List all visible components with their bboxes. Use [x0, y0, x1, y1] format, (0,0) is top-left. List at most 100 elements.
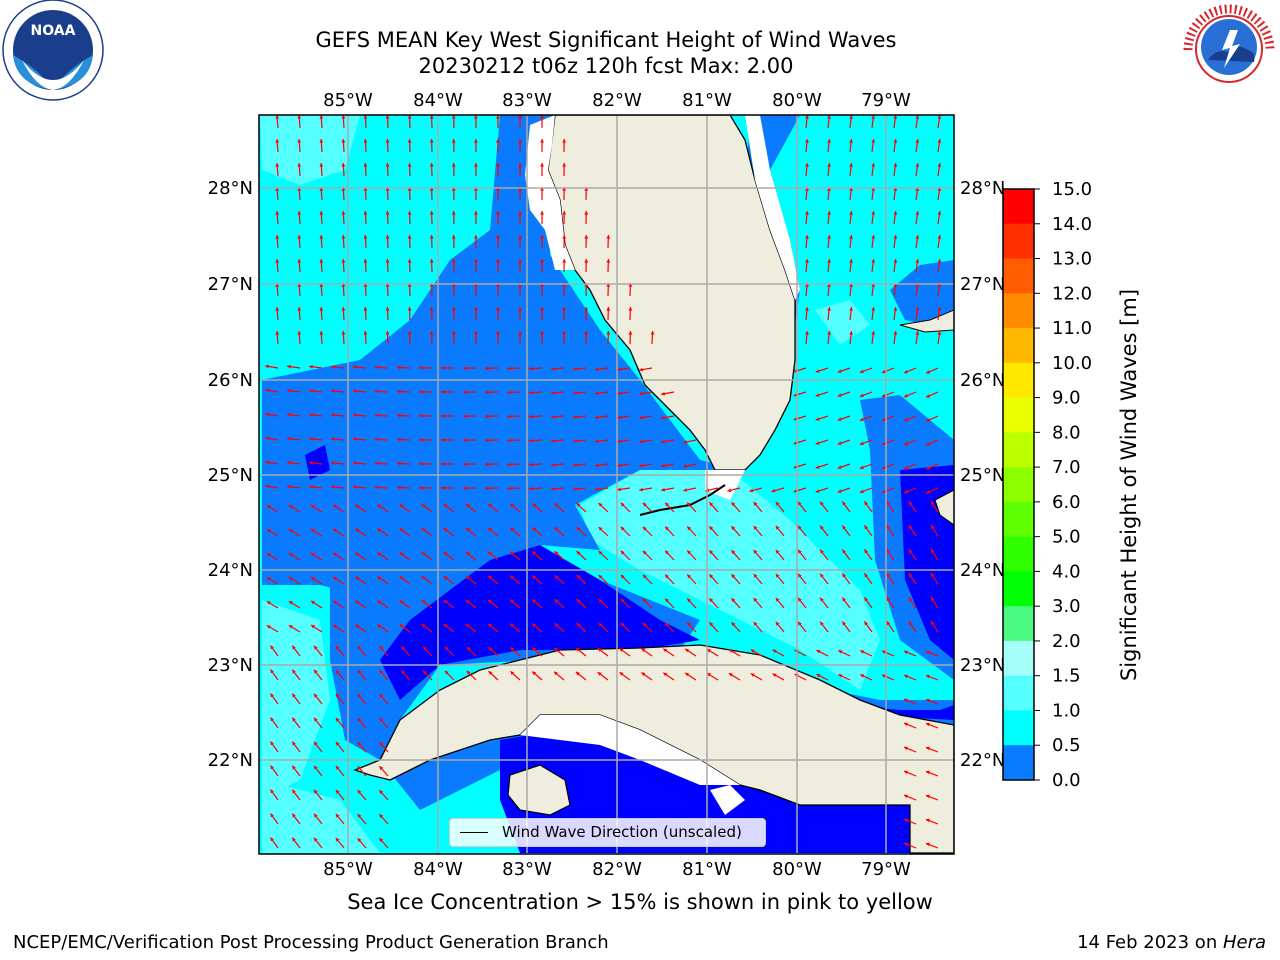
- wave-direction-arrowhead: [937, 211, 942, 215]
- colorbar-segment: [1003, 397, 1034, 433]
- wave-direction-arrowhead: [775, 597, 780, 602]
- wave-direction-arrowhead: [429, 235, 434, 239]
- wave-direction-arrowhead: [661, 439, 665, 444]
- wave-direction-arrowhead: [798, 573, 802, 578]
- wave-direction-arrowhead: [401, 646, 405, 651]
- lon-label-top: 81°W: [682, 90, 732, 111]
- wave-direction-arrowhead: [904, 698, 908, 703]
- wave-direction-arrowhead: [341, 259, 346, 263]
- wave-direction-arrowhead: [619, 672, 624, 676]
- wave-direction-arrowhead: [805, 259, 809, 263]
- lat-label-left: 24°N: [208, 560, 253, 581]
- credit-host: Hera: [1222, 932, 1266, 953]
- wave-direction-arrowhead: [573, 487, 577, 491]
- wave-direction-arrowhead: [881, 465, 886, 470]
- wave-direction-arrowhead: [908, 525, 913, 530]
- wave-direction-arrowhead: [333, 624, 338, 629]
- wave-direction-arrowhead: [595, 487, 599, 492]
- wave-direction-arrowhead: [319, 259, 324, 263]
- wave-direction-arrowhead: [510, 623, 514, 628]
- wave-direction-arrowhead: [709, 526, 714, 531]
- wave-direction-arrowhead: [551, 367, 555, 371]
- colorbar-frame: [1002, 188, 1035, 781]
- wave-direction-arrowhead: [357, 694, 362, 698]
- wave-direction-arrowhead: [385, 187, 390, 191]
- wave-direction-arrowhead: [805, 307, 809, 311]
- wave-direction-arrowhead: [584, 211, 589, 215]
- wave-direction-arrowhead: [379, 670, 384, 675]
- wave-direction-arrowhead: [496, 259, 500, 263]
- wave-direction-arrowhead: [926, 442, 931, 446]
- wave-direction-arrowhead: [335, 813, 340, 818]
- wave-direction-arrowhead: [540, 307, 544, 311]
- wave-direction-arrowhead: [820, 573, 824, 578]
- wave-direction-arrowhead: [474, 259, 478, 263]
- wave-direction-arrowhead: [266, 601, 271, 605]
- legend-line-icon: [460, 832, 488, 833]
- wave-direction-arrowhead: [333, 576, 338, 581]
- wave-direction-arrowhead: [463, 486, 467, 491]
- colorbar-segment: [1003, 467, 1034, 503]
- wave-direction-arrowhead: [753, 598, 758, 602]
- wave-direction-arrowhead: [353, 389, 357, 394]
- wave-direction-arrowhead: [639, 463, 643, 468]
- wave-direction-arrowhead: [331, 461, 335, 465]
- credit-left: NCEP/EMC/Verification Post Processing Pr…: [13, 932, 609, 953]
- wave-direction-arrowhead: [270, 693, 274, 698]
- wave-direction-arrowhead: [562, 331, 567, 335]
- wave-direction-arrowhead: [842, 621, 846, 626]
- axis-labels: 85°W 85°W 84°W 84°W 83°W 83°W 82°W 82°W 81°W 81°W…: [208, 90, 1006, 880]
- wave-direction-arrowhead: [275, 259, 280, 263]
- wave-direction-arrowhead: [379, 694, 384, 699]
- wave-direction-arrowhead: [540, 331, 544, 335]
- wave-direction-arrowhead: [628, 307, 633, 311]
- wave-direction-arrowhead: [287, 460, 291, 465]
- wave-direction-arrowhead: [926, 466, 931, 470]
- wave-direction-arrowhead: [275, 283, 280, 287]
- colorbar-tick-label: 2.0: [1052, 631, 1081, 652]
- wave-direction-arrowhead: [661, 487, 665, 492]
- wave-direction-arrowhead: [341, 283, 346, 287]
- wave-direction-arrowhead: [641, 648, 646, 653]
- wave-direction-arrowhead: [270, 741, 274, 746]
- wave-direction-arrowhead: [584, 331, 589, 335]
- wave-direction-arrowhead: [355, 504, 360, 509]
- wave-direction-arrowhead: [628, 331, 633, 335]
- wave-direction-arrowhead: [842, 573, 846, 578]
- wave-direction-arrowhead: [827, 139, 831, 143]
- wave-direction-arrowhead: [930, 621, 935, 626]
- wave-direction-arrowhead: [451, 259, 456, 263]
- wave-direction-arrowhead: [639, 415, 643, 420]
- wave-direction-arrowhead: [488, 503, 492, 508]
- wave-direction-arrowhead: [311, 505, 315, 509]
- chart-subtitle: 20230212 t06z 120h fcst Max: 2.00: [418, 54, 794, 78]
- wave-direction-arrowhead: [815, 465, 820, 469]
- wave-direction-arrowhead: [532, 575, 537, 580]
- wave-direction-arrowhead: [275, 187, 280, 191]
- wave-direction-arrowhead: [507, 390, 511, 395]
- wave-direction-arrowhead: [397, 365, 401, 370]
- wave-direction-arrowhead: [663, 672, 668, 677]
- wave-direction-arrowhead: [474, 115, 478, 119]
- colorbar-segment: [1003, 293, 1034, 329]
- wave-direction-arrowhead: [510, 503, 514, 508]
- wave-direction-arrowhead: [287, 484, 291, 489]
- wave-zone-light: [260, 115, 360, 185]
- wave-direction-arrowhead: [419, 485, 423, 490]
- wave-direction-arrowhead: [429, 139, 434, 143]
- wave-direction-arrowhead: [540, 211, 544, 215]
- wave-direction-arrowhead: [816, 674, 821, 678]
- wave-direction-arrowhead: [707, 649, 711, 653]
- wave-direction-arrowhead: [419, 437, 423, 442]
- wave-direction-arrowhead: [827, 211, 831, 215]
- wave-direction-arrowhead: [908, 549, 913, 554]
- wave-direction-arrowhead: [407, 187, 412, 191]
- wave-direction-arrowhead: [466, 670, 471, 675]
- wave-direction-arrowhead: [270, 717, 274, 722]
- wave-direction-arrowhead: [576, 527, 581, 531]
- wave-direction-arrowhead: [620, 550, 625, 555]
- wave-direction-arrowhead: [275, 307, 280, 311]
- wave-direction-arrowhead: [562, 307, 567, 311]
- land-bahamas: [934, 489, 954, 526]
- wave-direction-arrowhead: [441, 366, 445, 370]
